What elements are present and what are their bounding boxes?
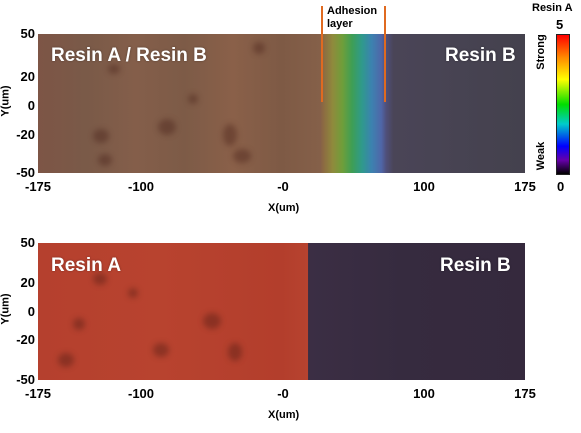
top-y-axis-title: Y(um) (0, 85, 12, 117)
bottom-left-label: Resin A (51, 255, 122, 276)
bottom-y-tick: 20 (20, 275, 35, 290)
texture-spot (98, 154, 112, 166)
top-y-tick: 0 (27, 98, 35, 113)
top-x-tick: 175 (514, 179, 536, 194)
bottom-y-tick: -50 (16, 372, 35, 387)
top-y-tick: 50 (20, 26, 35, 41)
texture-spot (58, 353, 74, 367)
color-scale-bar (556, 34, 570, 175)
top-y-tick: -20 (16, 127, 35, 142)
texture-spot (93, 129, 109, 143)
top-x-axis-title: X(um) (268, 202, 300, 214)
colorbar-weak-label: Weak (535, 141, 547, 171)
colorbar-min: 0 (557, 179, 565, 194)
bottom-x-axis-title: X(um) (268, 409, 300, 421)
texture-spot (233, 149, 251, 163)
top-y-tick: -50 (16, 165, 35, 180)
adhesion-annotation: Adhesion layer (327, 5, 378, 30)
bottom-y-axis-title: Y(um) (0, 293, 12, 325)
colorbar-max: 5 (556, 17, 564, 32)
texture-spot (153, 343, 169, 357)
bottom-x-tick: -175 (24, 386, 52, 401)
bottom-right-label: Resin B (440, 255, 511, 276)
bottom-x-tick: -0 (277, 386, 289, 401)
texture-spot (228, 343, 242, 361)
bottom-x-tick: 175 (514, 386, 536, 401)
texture-spot (203, 313, 221, 329)
bottom-y-tick: 0 (27, 304, 35, 319)
top-left-label: Resin A / Resin B (51, 45, 207, 66)
adhesion-right-marker (384, 6, 386, 102)
adhesion-left-marker (321, 6, 323, 102)
top-x-tick: -175 (24, 179, 52, 194)
texture-spot (223, 124, 237, 146)
top-y-tick: 20 (20, 69, 35, 84)
colorbar-strong-label: Strong (535, 34, 547, 70)
bottom-x-tick: -100 (127, 386, 155, 401)
texture-spot (93, 273, 107, 285)
texture-spot (253, 42, 265, 54)
bottom-y-tick: 50 (20, 235, 35, 250)
bottom-x-tick: 100 (413, 386, 435, 401)
top-right-label: Resin B (445, 45, 516, 66)
bottom-y-tick: -20 (16, 332, 35, 347)
top-x-tick: 100 (413, 179, 435, 194)
texture-spot (158, 119, 176, 135)
top-map (38, 34, 525, 173)
colorbar-title: Resin A (532, 2, 573, 14)
texture-spot (73, 318, 85, 330)
top-x-tick: -100 (127, 179, 155, 194)
texture-spot (108, 64, 120, 74)
texture-spot (128, 288, 138, 298)
bottom-map (38, 243, 525, 380)
texture-spot (188, 94, 198, 104)
top-x-tick: -0 (277, 179, 289, 194)
